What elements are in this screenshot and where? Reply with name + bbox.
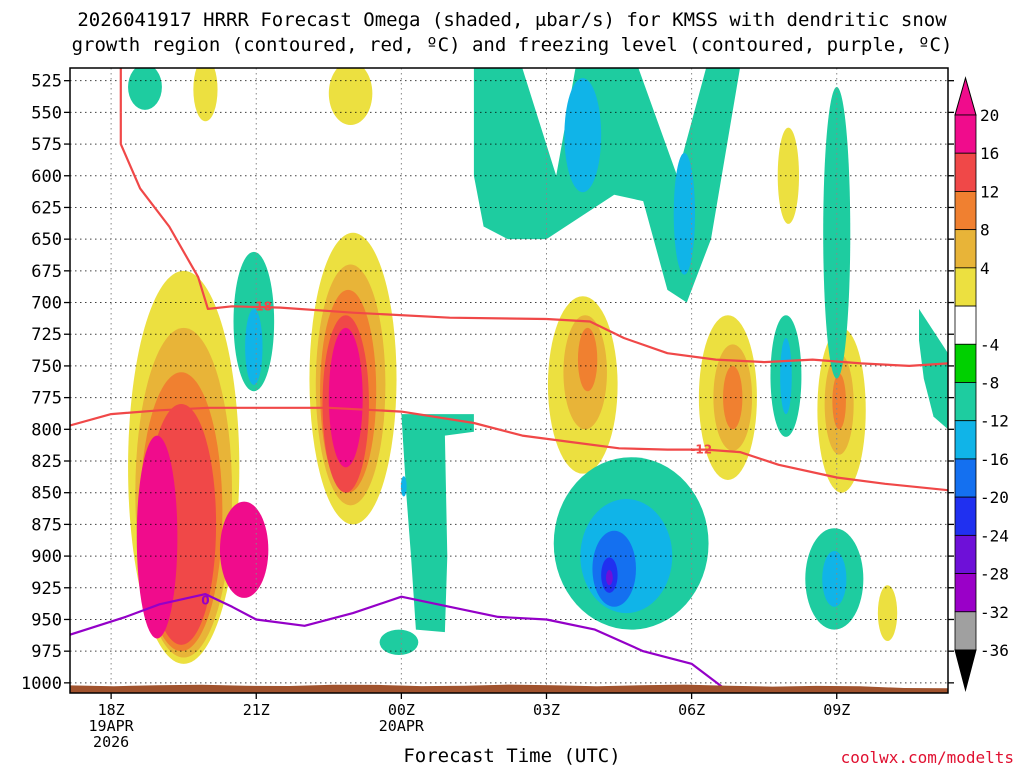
colorbar-tick-label-16: 16 [980, 144, 999, 163]
y-tick-label-925: 925 [31, 579, 62, 599]
y-tick-label-850: 850 [31, 484, 62, 504]
x-tick-label-12-0: 06Z [678, 701, 705, 719]
y-tick-label-625: 625 [31, 198, 62, 218]
y-tick-label-825: 825 [31, 452, 62, 472]
y-tick-label-525: 525 [31, 72, 62, 92]
contour-dgz-lower-12C [70, 406, 948, 492]
y-tick-label-675: 675 [31, 262, 62, 282]
omega-region-pos4-12 [328, 68, 373, 126]
colorbar-bin--8--4 [954, 343, 977, 383]
colorbar-tick-label-12: 12 [980, 182, 999, 201]
omega-region-neg8-43 [919, 308, 948, 430]
colorbar-tick-label--4: -4 [980, 335, 999, 354]
credit-link[interactable]: coolwx.com/modelts [840, 748, 1014, 767]
contour-label-dgz-upper-18C: -18 [250, 299, 272, 313]
omega-region-neg12-27 [564, 78, 602, 193]
colorbar-bin--36--32 [954, 611, 977, 651]
omega-region-neg8-36 [401, 414, 474, 633]
omega-region-neg8-30 [128, 68, 162, 110]
omega-region-neg12-42 [780, 338, 792, 415]
y-tick-label-800: 800 [31, 420, 62, 440]
colorbar-bin-4-8 [954, 267, 977, 307]
x-axis-label: Forecast Time (UTC) [403, 745, 621, 767]
omega-region-neg12-40 [822, 551, 847, 607]
contour-label-dgz-lower-12C: -12 [690, 443, 712, 457]
colorbar-bin--4-4 [954, 305, 977, 345]
contour-dgz-upper-18C [119, 68, 948, 367]
plot-frame [69, 67, 949, 694]
colorbar-tick-label--24: -24 [980, 526, 1009, 545]
x-tick-label-9-0: 03Z [533, 701, 560, 719]
chart-title-line-1: 2026041917 HRRR Forecast Omega (shaded, … [77, 9, 947, 31]
x-tick-label-0-1: 19APR [89, 717, 135, 735]
terrain-surface [70, 684, 948, 693]
omega-region-neg12-25 [245, 308, 263, 385]
colorbar-tick-label-20: 20 [980, 106, 999, 125]
omega-region-neg12-28 [673, 152, 696, 275]
y-tick-label-600: 600 [31, 167, 62, 187]
colorbar-above-arrow [954, 76, 977, 116]
omega-region-pos4-22 [777, 127, 800, 224]
colorbar-bin-20-24 [954, 114, 977, 154]
x-tick-label-6-1: 20APR [379, 717, 425, 735]
colorbar-bin--20--16 [954, 458, 977, 498]
y-tick-label-575: 575 [31, 135, 62, 155]
y-tick-label-650: 650 [31, 230, 62, 250]
contour-label-freezing-level-0C: 0 [201, 593, 209, 607]
omega-region-pos12-18 [723, 365, 743, 430]
colorbar-tick-label--28: -28 [980, 565, 1009, 584]
colorbar-tick-label--12: -12 [980, 412, 1009, 431]
y-tick-label-775: 775 [31, 389, 62, 409]
colorbar-tick-label--36: -36 [980, 641, 1009, 660]
colorbar-bin-8-12 [954, 229, 977, 269]
x-tick-label-0-0: 18Z [98, 701, 125, 719]
omega-region-neg8-29 [823, 87, 851, 379]
colorbar-bin-16-20 [954, 152, 977, 192]
colorbar-tick-label-8: 8 [980, 221, 990, 240]
colorbar-tick-label--16: -16 [980, 450, 1009, 469]
colorbar-bin--28--24 [954, 534, 977, 574]
y-tick-label-725: 725 [31, 325, 62, 345]
omega-region-pos4-11 [193, 68, 218, 122]
y-tick-label-875: 875 [31, 515, 62, 535]
colorbar-bin-12-16 [954, 191, 977, 231]
y-tick-label-550: 550 [31, 103, 62, 123]
y-tick-label-900: 900 [31, 547, 62, 567]
colorbar-tick-label--32: -32 [980, 603, 1009, 622]
omega-region-neg8-37 [379, 629, 419, 655]
contour-freezing-level-0C [70, 593, 731, 693]
x-tick-label-3-0: 21Z [243, 701, 270, 719]
colorbar-tick-label--8: -8 [980, 374, 999, 393]
colorbar-tick-label-4: 4 [980, 259, 990, 278]
colorbar-bin--12--8 [954, 382, 977, 422]
colorbar-bin--32--28 [954, 573, 977, 613]
x-tick-label-0-2: 2026 [93, 733, 129, 751]
y-tick-label-750: 750 [31, 357, 62, 377]
y-tick-label-1000: 1000 [21, 674, 62, 694]
omega-region-neg12-38 [400, 476, 407, 497]
omega-region-pos12-21 [832, 373, 846, 430]
omega-region-pos12-15 [577, 327, 598, 392]
plot-layer: -18 -12 0 [70, 68, 948, 693]
colorbar-tick-label--20: -20 [980, 488, 1009, 507]
omega-region-neg24-35 [605, 570, 613, 586]
omega-region-neg8-26 [473, 68, 740, 303]
y-tick-label-950: 950 [31, 610, 62, 630]
omega-region-pos20-4 [136, 435, 178, 639]
x-tick-label-6-0: 00Z [388, 701, 415, 719]
x-tick-label-15-0: 09Z [823, 701, 850, 719]
omega-region-pos20-5 [219, 501, 269, 598]
chart-title-line-2: growth region (contoured, red, ºC) and f… [71, 34, 953, 56]
y-tick-label-700: 700 [31, 294, 62, 314]
colorbar-below-arrow [954, 649, 977, 692]
y-tick-label-975: 975 [31, 642, 62, 662]
colorbar-bin--16--12 [954, 420, 977, 460]
omega-region-pos4-23 [877, 585, 898, 642]
colorbar-bin--24--20 [954, 496, 977, 536]
